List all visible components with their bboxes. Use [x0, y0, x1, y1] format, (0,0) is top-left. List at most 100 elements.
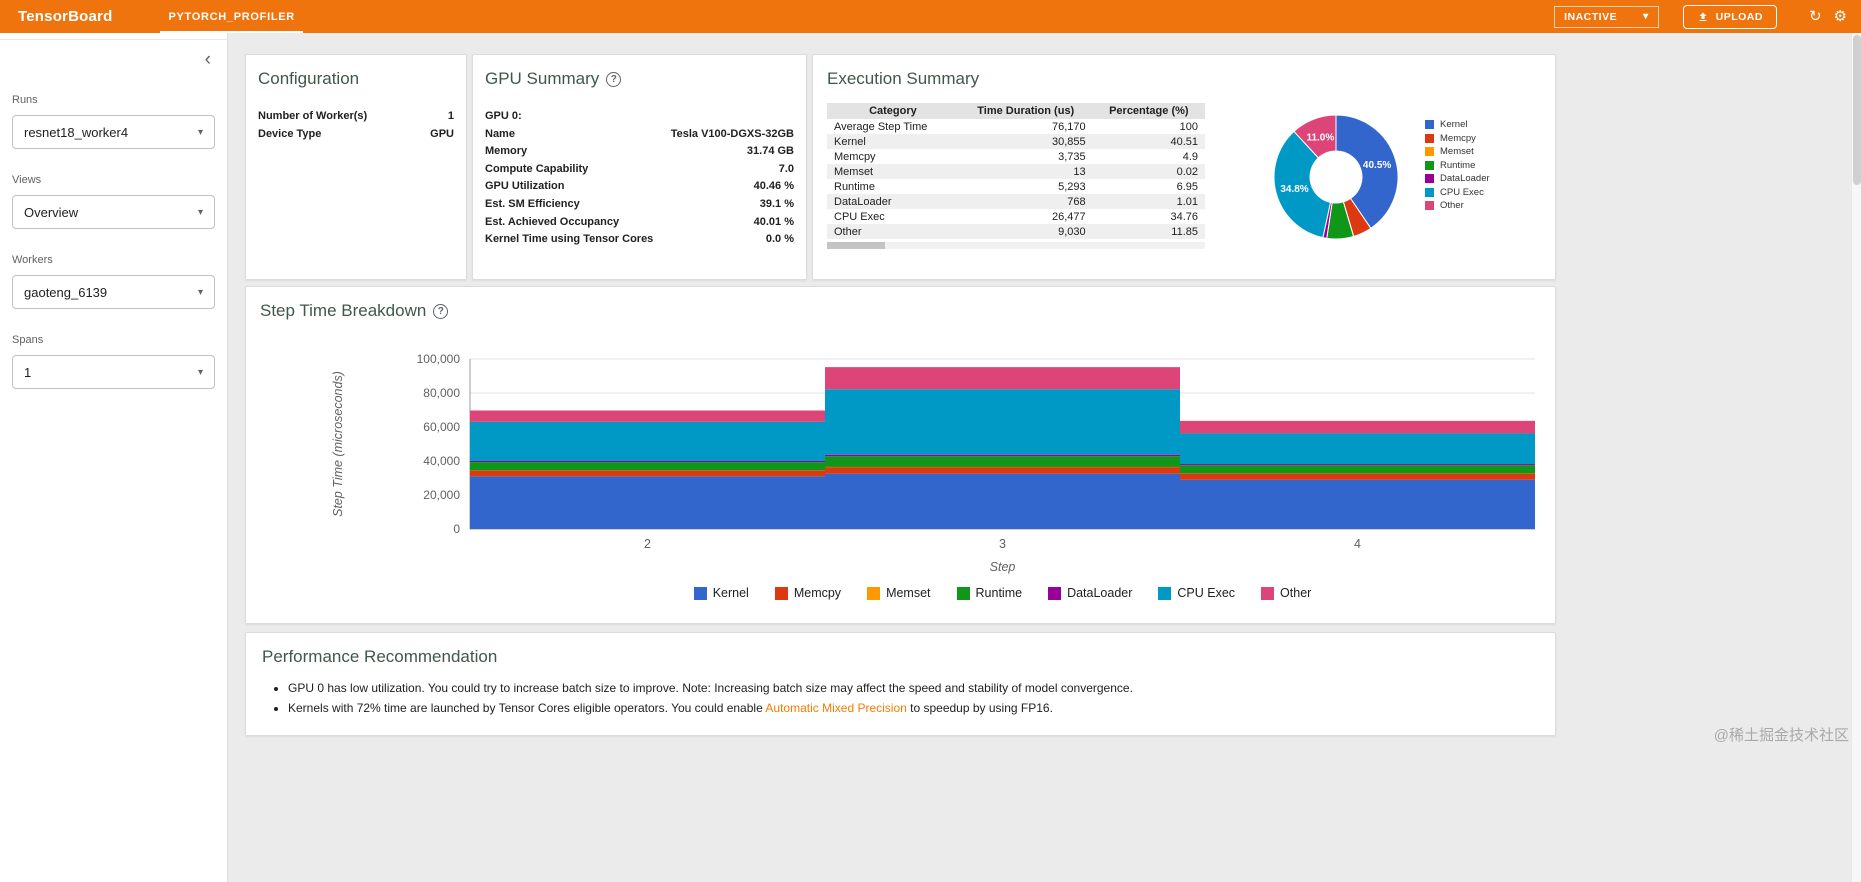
bar-segment-cpu-exec-step-2[interactable]: [470, 421, 825, 461]
legend-item-runtime: Runtime: [1425, 160, 1490, 171]
bar-segment-kernel-step-4[interactable]: [1180, 479, 1535, 529]
sidebar: ‹ Runs resnet18_worker4 ▾ Views Overview ▾ Wor…: [0, 33, 228, 882]
legend-label: DataLoader: [1067, 586, 1133, 600]
bar-segment-cpu-exec-step-4[interactable]: [1180, 433, 1535, 465]
table-cell: 100: [1179, 120, 1198, 133]
chevron-down-icon: ▾: [197, 206, 203, 218]
legend-label: Other: [1440, 200, 1464, 211]
legend-label: CPU Exec: [1440, 186, 1484, 198]
table-cell: 76,170: [1052, 120, 1086, 133]
table-row: Memcpy 3,735 4.9: [827, 149, 1205, 164]
app-title[interactable]: TensorBoard: [18, 8, 113, 25]
legend-item-kernel: Kernel: [693, 586, 749, 600]
upload-icon: [1699, 12, 1707, 21]
execution-summary-card: Execution Summary Category Time Duration …: [812, 54, 1556, 280]
sidebar-section-runs: Runs resnet18_worker4 ▾: [10, 94, 217, 149]
bar-segment-runtime-step-4[interactable]: [1180, 465, 1535, 474]
bar-segment-other-step-2[interactable]: [470, 410, 825, 422]
collapse-sidebar-button[interactable]: ‹: [204, 49, 211, 70]
legend-label: Memcpy: [793, 586, 842, 600]
performance-recommendation-title: Performance Recommendation: [262, 647, 1539, 667]
table-row: CPU Exec 26,477 34.76: [827, 209, 1205, 224]
status-dropdown[interactable]: INACTIVE ▾: [1554, 5, 1659, 28]
table-cell: CPU Exec: [834, 210, 885, 223]
x-axis-title: Step: [990, 560, 1016, 574]
pie-slice-label: 40.5%: [1363, 160, 1391, 171]
sidebar-select-runs[interactable]: resnet18_worker4 ▾: [12, 115, 215, 149]
page-scrollbar[interactable]: [1851, 33, 1861, 882]
card-title-text: Configuration: [258, 69, 360, 88]
gpu-summary-value: 31.74 GB: [746, 145, 794, 158]
table-cell: 4.9: [1182, 150, 1198, 163]
selected-value: Overview: [24, 204, 79, 220]
sidebar-select-views[interactable]: Overview ▾: [12, 195, 215, 229]
legend-item-memset: Memset: [867, 586, 931, 600]
pie-legend: Kernel Memcpy Memset Runtime DataLoader CPU E…: [1425, 119, 1490, 258]
y-tick-label: 100,000: [417, 352, 461, 366]
scrollbar-thumb[interactable]: [827, 242, 885, 249]
legend-item-memset: Memset: [1425, 146, 1490, 157]
gpu-summary-value: 7.0: [778, 162, 794, 175]
pie-slice-other[interactable]: [1293, 114, 1337, 159]
pie-chart: 40.5% 34.8% 11.0%: [1273, 114, 1399, 240]
legend-swatch: [1261, 586, 1275, 600]
table-row: Memset 13 0.02: [827, 164, 1205, 179]
table-cell: 9,030: [1058, 225, 1086, 238]
pie-slice-kernel[interactable]: [1335, 114, 1399, 229]
sidebar-select-workers[interactable]: gaoteng_6139 ▾: [12, 275, 215, 309]
chevron-down-icon: ▾: [197, 126, 203, 138]
table-cell: 3,735: [1058, 150, 1086, 163]
bar-segment-memcpy-step-3[interactable]: [825, 466, 1180, 474]
bar-segment-other-step-3[interactable]: [825, 367, 1180, 390]
gpu-summary-label: Memory: [485, 145, 528, 158]
table-cell: 5,293: [1058, 180, 1086, 193]
settings-gear-icon[interactable]: ⚙: [1833, 8, 1847, 25]
legend-label: DataLoader: [1440, 173, 1490, 184]
x-tick-label: 4: [1354, 537, 1361, 551]
help-icon[interactable]: ?: [433, 303, 449, 319]
refresh-icon[interactable]: ↻: [1808, 8, 1822, 25]
y-axis-title: Step Time (microseconds): [331, 371, 345, 517]
legend-swatch: [1425, 147, 1434, 156]
gpu-summary-rows: GPU 0: Name Tesla V100-DGXS-32GB Memory 31.7…: [485, 110, 794, 246]
legend-label: Runtime: [975, 586, 1023, 600]
legend-swatch: [1425, 120, 1434, 129]
bar-segment-runtime-step-3[interactable]: [825, 456, 1180, 467]
status-value: INACTIVE: [1564, 10, 1618, 23]
gpu-summary-row: Est. Achieved Occupancy 40.01 %: [485, 216, 794, 229]
gpu-summary-card: GPU Summary ? GPU 0: Name Tesla V100-DGXS-…: [472, 54, 807, 280]
sidebar-section-workers: Workers gaoteng_6139 ▾: [10, 254, 217, 309]
legend-swatch: [1425, 160, 1434, 170]
column-header: Time Duration (us): [958, 103, 1093, 119]
table-row: Other 9,030 11.85: [827, 224, 1205, 239]
sidebar-select-spans[interactable]: 1 ▾: [12, 355, 215, 389]
scrollbar-thumb[interactable]: [1853, 35, 1861, 185]
bar-segment-kernel-step-3[interactable]: [825, 473, 1180, 529]
gpu-summary-row: GPU Utilization 40.46 %: [485, 180, 794, 193]
legend-label: CPU Exec: [1177, 586, 1236, 600]
bar-segment-other-step-4[interactable]: [1180, 420, 1535, 434]
bar-segment-cpu-exec-step-3[interactable]: [825, 389, 1180, 455]
gpu-summary-label: GPU Utilization: [485, 180, 565, 193]
configuration-label: Number of Worker(s): [258, 110, 368, 122]
legend-swatch: [956, 586, 970, 600]
tab-pytorch-profiler[interactable]: PYTORCH_PROFILER: [160, 0, 303, 33]
bar-segment-memcpy-step-4[interactable]: [1180, 473, 1535, 480]
bar-segment-kernel-step-2[interactable]: [470, 476, 825, 529]
table-horizontal-scrollbar[interactable]: [827, 242, 1205, 249]
y-tick-label: 80,000: [423, 386, 460, 400]
bar-segment-memcpy-step-2[interactable]: [470, 470, 825, 477]
bar-segment-runtime-step-2[interactable]: [470, 462, 825, 471]
y-tick-label: 60,000: [423, 420, 460, 434]
configuration-label: Device Type: [258, 127, 322, 140]
legend-item-other: Other: [1425, 200, 1490, 211]
legend-item-memcpy: Memcpy: [774, 586, 842, 600]
automatic-mixed-precision-link[interactable]: Automatic Mixed Precision: [765, 701, 907, 715]
pie-slice-cpu-exec[interactable]: [1273, 130, 1332, 239]
bar-segment-dataloader-step-3[interactable]: [825, 454, 1180, 457]
upload-button[interactable]: UPLOAD: [1682, 4, 1777, 29]
bar-segment-dataloader-step-2[interactable]: [470, 460, 825, 463]
configuration-row: Device Type GPU: [258, 128, 454, 141]
bar-segment-dataloader-step-4[interactable]: [1180, 464, 1535, 466]
help-icon[interactable]: ?: [606, 71, 622, 87]
